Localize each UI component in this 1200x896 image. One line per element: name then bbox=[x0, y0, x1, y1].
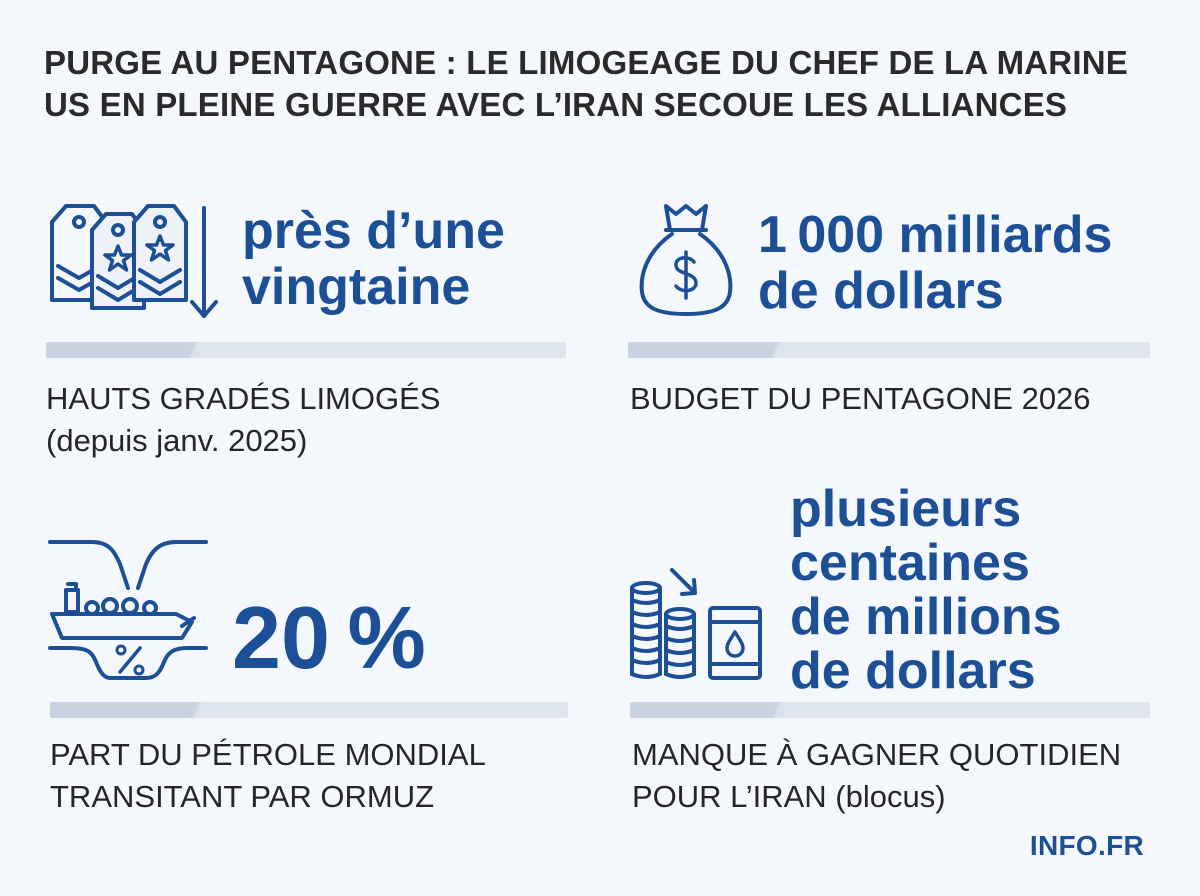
stat-3-divider bbox=[50, 702, 568, 718]
stat-4-figure-line-3: de millions bbox=[790, 588, 1062, 646]
page-title-line-1: PURGE AU PENTAGONE : LE LIMOGEAGE DU CHE… bbox=[44, 44, 1128, 81]
oil-tanker-strait-icon bbox=[48, 536, 210, 684]
stat-3-figure-line-1: 20 % bbox=[232, 588, 426, 687]
stat-2-divider bbox=[628, 342, 1150, 358]
stat-3-label-line-2: TRANSITANT PAR ORMUZ bbox=[50, 779, 435, 814]
page-title-line-2: US EN PLEINE GUERRE AVEC L’IRAN SECOUE L… bbox=[44, 86, 1068, 123]
stat-1-divider bbox=[46, 342, 566, 358]
stat-4-label: MANQUE À GAGNER QUOTIDIEN POUR L’IRAN (b… bbox=[632, 734, 1121, 818]
stat-1-figure-line-1: près d’une bbox=[242, 202, 505, 260]
stat-4-figure-line-4: de dollars bbox=[790, 642, 1036, 700]
stat-3-figure: 20 % bbox=[232, 588, 426, 688]
stat-3-label: PART DU PÉTROLE MONDIAL TRANSITANT PAR O… bbox=[50, 734, 486, 818]
stat-1-label-line-1: HAUTS GRADÉS LIMOGÉS bbox=[46, 381, 441, 416]
stat-4-figure: plusieurs centaines de millions de dolla… bbox=[790, 482, 1062, 698]
money-bag-icon bbox=[636, 200, 736, 320]
stat-4-figure-line-1: plusieurs bbox=[790, 480, 1022, 538]
military-insignia-down-arrow-icon bbox=[44, 200, 224, 324]
stat-2-label: BUDGET DU PENTAGONE 2026 bbox=[630, 378, 1091, 420]
stat-2-figure-line-1: 1 000 milliards bbox=[758, 206, 1113, 264]
stat-4-label-line-1: MANQUE À GAGNER QUOTIDIEN bbox=[632, 737, 1122, 772]
stat-2-figure-line-2: de dollars bbox=[758, 262, 1004, 320]
stat-1-label: HAUTS GRADÉS LIMOGÉS (depuis janv. 2025) bbox=[46, 378, 440, 462]
brand-logo: INFO.FR bbox=[1029, 830, 1144, 861]
page-title: PURGE AU PENTAGONE : LE LIMOGEAGE DU CHE… bbox=[44, 42, 1164, 126]
stat-3-label-line-1: PART DU PÉTROLE MONDIAL bbox=[50, 737, 486, 772]
stat-4-figure-line-2: centaines bbox=[790, 534, 1030, 592]
coins-oil-barrel-icon bbox=[626, 566, 766, 682]
stat-1-figure: près d’une vingtaine bbox=[242, 203, 505, 315]
stat-2-label-line-1: BUDGET DU PENTAGONE 2026 bbox=[630, 381, 1091, 416]
stat-4-label-line-2: POUR L’IRAN (blocus) bbox=[632, 779, 946, 814]
stat-1-figure-line-2: vingtaine bbox=[242, 258, 471, 316]
stat-1-label-line-2: (depuis janv. 2025) bbox=[46, 423, 308, 458]
stat-2-figure: 1 000 milliards de dollars bbox=[758, 207, 1112, 319]
stat-4-divider bbox=[630, 702, 1150, 718]
